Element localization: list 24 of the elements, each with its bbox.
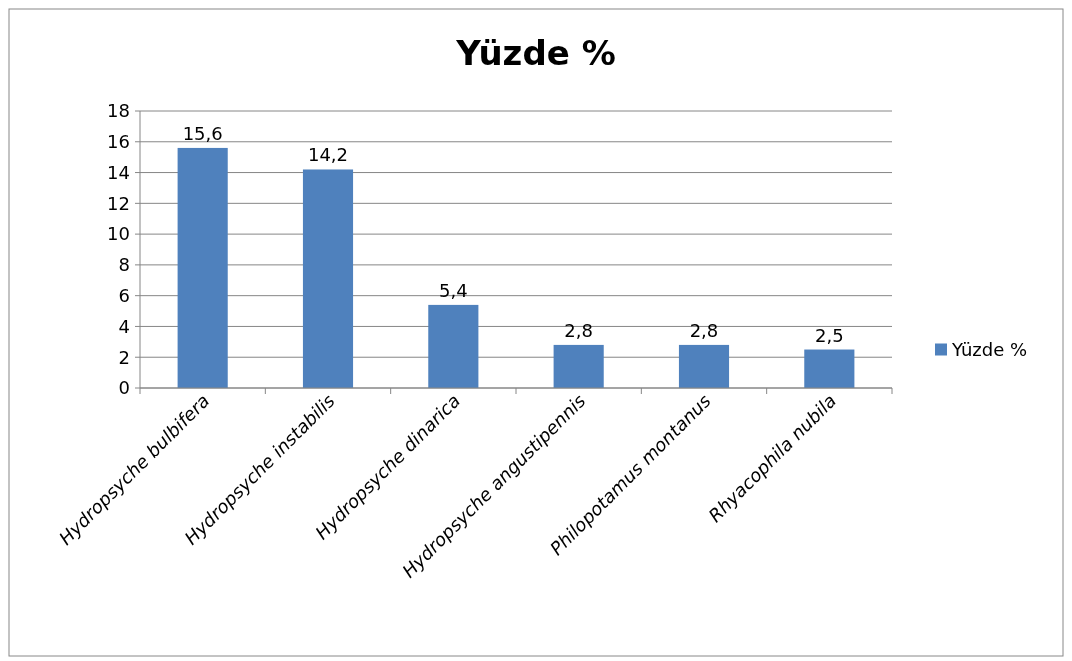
y-tick-label: 14 (107, 161, 130, 183)
y-tick-label: 4 (118, 315, 130, 337)
data-label: 2,8 (689, 319, 719, 341)
bar (678, 344, 730, 388)
data-label: 2,5 (815, 324, 844, 346)
y-tick-label: 10 (107, 223, 130, 245)
data-label: 5,4 (439, 279, 468, 301)
bar (177, 147, 228, 388)
y-tick-label: 2 (118, 346, 130, 368)
bar (302, 169, 354, 388)
y-tick-label: 6 (118, 284, 130, 306)
chart-title: Yüzde % (455, 33, 616, 73)
legend-label: Yüzde % (951, 338, 1028, 360)
y-tick-label: 12 (107, 192, 130, 214)
bar (428, 304, 479, 388)
y-tick-label: 16 (107, 131, 130, 153)
data-label: 14,2 (307, 144, 349, 166)
data-label: 2,8 (564, 319, 593, 341)
y-tick-label: 0 (118, 377, 130, 399)
y-tick-label: 18 (107, 100, 130, 122)
bar (804, 349, 855, 388)
y-tick-label: 8 (118, 254, 130, 276)
data-label: 15,6 (182, 122, 223, 144)
bar (553, 344, 604, 388)
